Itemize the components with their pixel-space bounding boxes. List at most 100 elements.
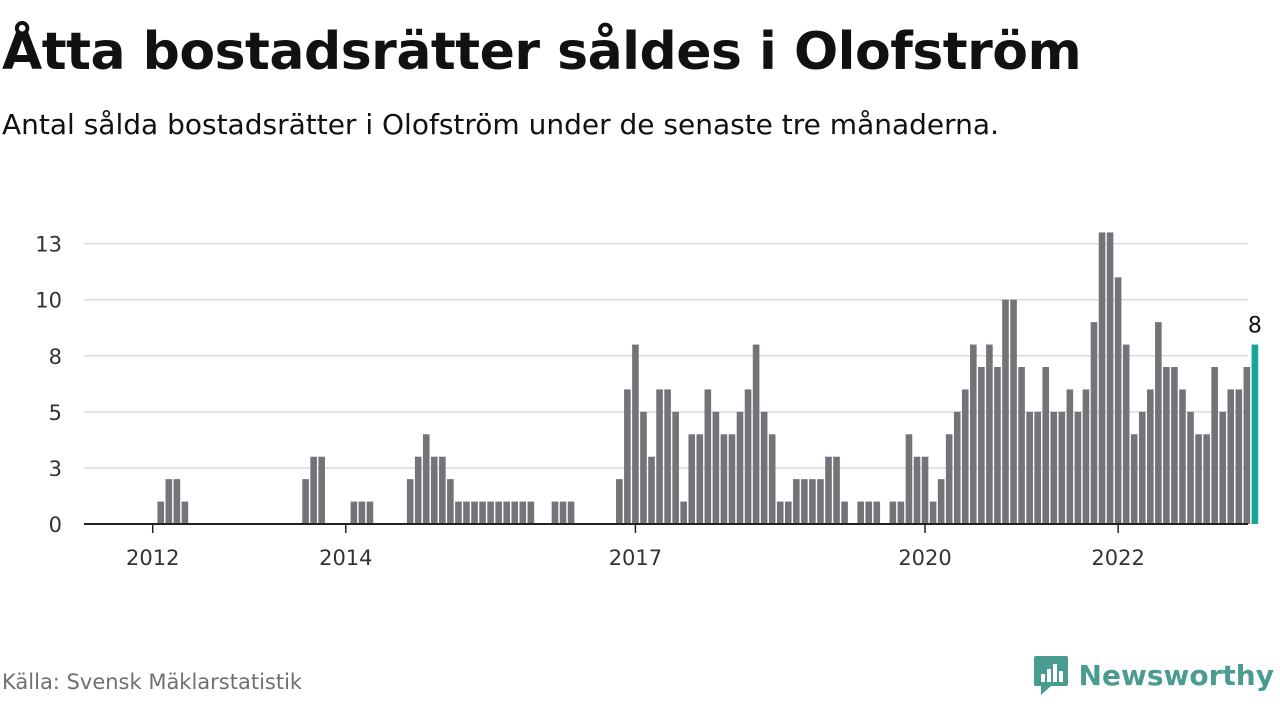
bar: [1171, 367, 1178, 524]
bar: [350, 501, 358, 524]
bar: [970, 344, 977, 524]
bar: [318, 456, 325, 524]
bar: [865, 501, 873, 524]
bar: [519, 501, 527, 524]
bar: [495, 501, 502, 524]
bar: [165, 479, 173, 524]
bar: [953, 411, 961, 524]
bar: [157, 501, 165, 524]
chart-title: Åtta bostadsrätter såldes i Olofström: [2, 22, 1082, 82]
bar: [414, 456, 422, 524]
y-tick-label: 13: [35, 233, 62, 257]
bar: [728, 434, 736, 524]
bar: [1227, 389, 1235, 524]
bar: [503, 501, 511, 524]
bar: [479, 501, 486, 524]
bars: [157, 232, 1259, 524]
newsworthy-logo-icon: [1033, 656, 1068, 695]
bar: [873, 501, 881, 524]
bar: [994, 367, 1001, 524]
y-tick-label: 5: [49, 401, 62, 425]
bar: [978, 367, 985, 524]
bar: [1163, 367, 1170, 524]
bar: [809, 479, 816, 524]
bar: [784, 501, 792, 524]
bar: [1106, 232, 1114, 524]
bar: [1211, 367, 1218, 524]
bar: [913, 456, 921, 524]
x-tick-label: 2020: [898, 546, 951, 570]
bar: [567, 501, 575, 524]
y-tick-label: 10: [35, 289, 62, 313]
bar: [1147, 389, 1154, 524]
bar: [793, 479, 800, 524]
bar: [712, 411, 720, 524]
bar: [752, 344, 760, 524]
x-tick-label: 2014: [319, 546, 372, 570]
bar: [1090, 322, 1098, 524]
y-tick-label: 0: [49, 513, 62, 537]
bar: [801, 479, 808, 524]
bar: [1130, 434, 1138, 524]
bar: [720, 434, 728, 524]
bar: [640, 411, 647, 524]
x-tick-label: 2017: [609, 546, 662, 570]
bar: [680, 501, 687, 524]
bar: [431, 456, 438, 524]
bar: [406, 479, 414, 524]
bar: [817, 479, 824, 524]
bar: [688, 434, 696, 524]
bar: [1235, 389, 1243, 524]
bar: [760, 411, 768, 524]
bar: [511, 501, 519, 524]
bar: [986, 344, 993, 524]
bar: [841, 501, 848, 524]
bar: [1034, 411, 1041, 524]
y-tick-label: 3: [49, 457, 62, 481]
bar: [929, 501, 937, 524]
bar: [1018, 367, 1025, 524]
bar: [463, 501, 470, 524]
bar: [1074, 411, 1082, 524]
y-axis-ticks: 0 3 5 8 10 13: [35, 233, 62, 537]
bar: [857, 501, 864, 524]
bar: [439, 456, 446, 524]
brand-name: Newsworthy: [1078, 658, 1274, 692]
chart-subtitle: Antal sålda bostadsrätter i Olofström un…: [2, 108, 999, 141]
bar: [527, 501, 535, 524]
x-axis-ticks: 2012 2014 2017 2020 2022: [126, 524, 1145, 570]
bar: [825, 456, 832, 524]
bar: [945, 434, 953, 524]
bar: [1050, 411, 1058, 524]
bar: [455, 501, 462, 524]
bar: [1026, 411, 1033, 524]
bar: [1082, 389, 1090, 524]
bar: [776, 501, 784, 524]
bar: [1219, 411, 1227, 524]
bar-highlight: [1251, 344, 1259, 524]
bar-chart: 0 3 5 8 10 13 2012 2014 2017 2020 2022 8: [35, 232, 1262, 570]
bar: [696, 434, 704, 524]
bar: [1195, 434, 1202, 524]
bar: [624, 389, 631, 524]
y-tick-label: 8: [49, 345, 62, 369]
bar: [905, 434, 913, 524]
bar: [889, 501, 897, 524]
bar: [422, 434, 430, 524]
bar: [1203, 434, 1210, 524]
bar: [736, 411, 744, 524]
bar: [1155, 322, 1162, 524]
bar: [616, 479, 623, 524]
bar: [648, 456, 655, 524]
bar: [672, 411, 679, 524]
bar: [302, 479, 309, 524]
bar: [897, 501, 905, 524]
bar: [1122, 344, 1130, 524]
bar: [310, 456, 317, 524]
bar: [487, 501, 494, 524]
bar: [1114, 277, 1122, 524]
bar: [833, 456, 840, 524]
bar: [656, 389, 663, 524]
bar: [632, 344, 639, 524]
brand-logo: Newsworthy: [1033, 654, 1274, 696]
